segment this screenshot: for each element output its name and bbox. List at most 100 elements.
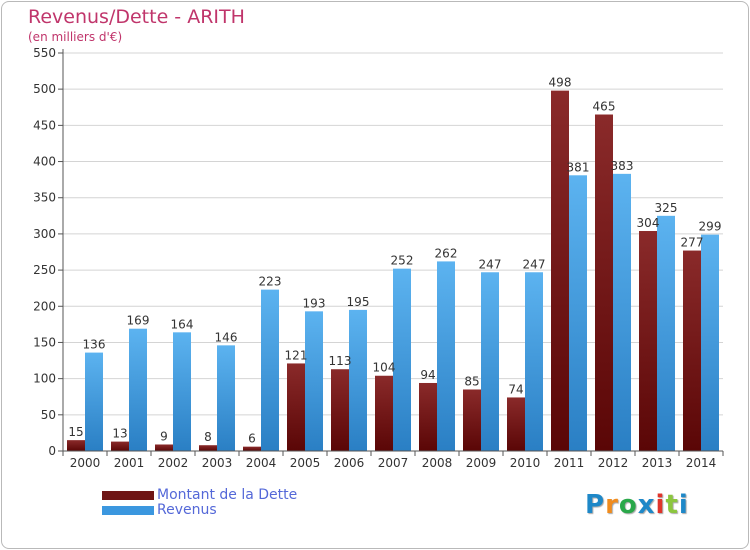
data-label-dette: 304 [637,216,660,230]
bar-dette [375,375,393,451]
chart-title: Revenus/Dette - ARITH [28,6,245,28]
legend-swatch-dette [102,491,154,500]
x-tick-label: 2007 [378,456,409,470]
data-label-revenus: 223 [259,275,282,289]
logo-letter: x [637,490,656,520]
bar-revenus [261,289,279,451]
data-label-revenus: 252 [391,254,414,268]
bar-dette [199,445,217,451]
x-tick-label: 2008 [422,456,453,470]
bar-dette [507,397,525,451]
y-tick-label: 400 [33,155,56,169]
legend-swatch-revenus [102,506,154,515]
data-label-revenus: 383 [611,159,634,173]
bar-dette [111,441,129,451]
data-label-dette: 85 [464,374,479,388]
data-label-dette: 9 [160,429,168,443]
bar-dette [287,363,305,451]
y-tick-label: 100 [33,372,56,386]
bar-revenus [129,328,147,451]
data-label-dette: 498 [549,76,572,90]
bar-dette [463,389,481,451]
bar-revenus [173,332,191,451]
bar-dette [331,369,349,451]
logo-letter: t [665,490,679,520]
bar-revenus [701,234,719,451]
bar-revenus [85,352,103,451]
data-label-dette: 121 [285,348,308,362]
data-label-revenus: 325 [655,201,678,215]
data-label-revenus: 195 [347,295,370,309]
data-label-revenus: 164 [171,317,194,331]
bar-dette [419,382,437,451]
data-label-revenus: 193 [303,296,326,310]
x-tick-label: 2010 [510,456,541,470]
bar-revenus [393,268,411,451]
bar-dette [595,114,613,451]
data-label-dette: 94 [420,368,435,382]
bar-dette [155,444,173,451]
data-label-dette: 277 [681,236,704,250]
bar-revenus [305,311,323,451]
chart-subtitle: (en milliers d'€) [28,30,123,44]
logo-letter: o [618,490,638,520]
x-tick-label: 2013 [642,456,673,470]
y-tick-label: 500 [33,82,56,96]
y-tick-label: 450 [33,118,56,132]
bar-revenus [217,345,235,451]
data-label-dette: 104 [373,361,396,375]
data-label-revenus: 136 [83,338,106,352]
data-label-revenus: 146 [215,330,238,344]
y-tick-label: 150 [33,335,56,349]
y-tick-label: 350 [33,191,56,205]
data-label-dette: 6 [248,432,256,446]
y-tick-label: 0 [48,444,56,458]
bar-dette [67,440,85,451]
bar-dette [243,446,261,451]
data-label-dette: 8 [204,430,212,444]
y-tick-label: 50 [41,408,56,422]
bar-revenus [437,261,455,451]
bar-revenus [657,215,675,451]
data-label-revenus: 381 [567,160,590,174]
logo-letter: i [678,490,689,520]
x-tick-label: 2005 [290,456,321,470]
data-label-revenus: 247 [523,257,546,271]
data-label-dette: 15 [68,425,83,439]
data-label-dette: 74 [508,382,523,396]
data-label-dette: 13 [112,427,127,441]
data-label-dette: 465 [593,100,616,114]
y-tick-label: 200 [33,299,56,313]
x-tick-label: 2004 [246,456,277,470]
data-label-revenus: 262 [435,246,458,260]
x-tick-label: 2006 [334,456,365,470]
bar-revenus [481,272,499,451]
bar-revenus [349,309,367,451]
y-tick-label: 300 [33,227,56,241]
x-tick-label: 2009 [466,456,497,470]
bar-revenus [569,175,587,451]
bar-revenus [613,173,631,451]
x-tick-label: 2002 [158,456,189,470]
x-tick-label: 2000 [70,456,101,470]
x-tick-label: 2011 [554,456,585,470]
x-tick-label: 2003 [202,456,233,470]
y-tick-label: 550 [33,46,56,60]
data-label-dette: 113 [329,354,352,368]
bar-revenus [525,272,543,451]
data-label-revenus: 299 [699,220,722,234]
bar-dette [639,231,657,451]
x-tick-label: 2014 [686,456,717,470]
legend-label-revenus: Revenus [157,502,217,518]
data-label-revenus: 169 [127,314,150,328]
proxiti-logo: Proxiti [585,490,689,520]
x-tick-label: 2001 [114,456,145,470]
y-tick-label: 250 [33,263,56,277]
logo-letter: r [605,490,619,520]
logo-letter: P [585,490,606,520]
x-tick-label: 2012 [598,456,629,470]
logo-letter: i [655,490,666,520]
bar-dette [683,250,701,451]
